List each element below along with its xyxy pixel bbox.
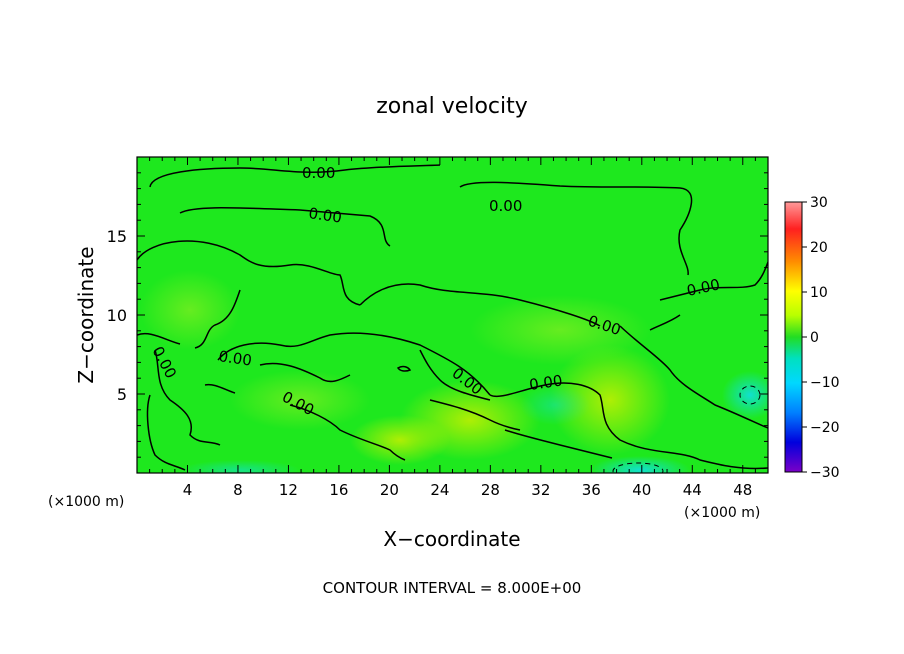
contour-line: [217, 332, 491, 396]
x-axis-ticks: 4 8 12 16 20 24 28 32 36 40 44 48: [136, 157, 769, 499]
contour-line: [396, 365, 412, 372]
colorbar-ticks: 30 20 10 0 −10 −20 −30: [802, 195, 840, 481]
x-tick-label: 40: [632, 481, 651, 499]
contour-line: [137, 240, 361, 306]
negative-contour: [739, 385, 761, 405]
field-blob: [180, 460, 300, 473]
x-unit-right: (×1000 m): [684, 505, 760, 521]
contour-line: [504, 429, 613, 459]
x-tick-label: 24: [430, 481, 449, 499]
x-tick-label: 20: [380, 481, 399, 499]
contour-line: [154, 349, 221, 446]
x-tick-label: 4: [183, 481, 193, 499]
contour-line: [194, 289, 241, 349]
y-axis-label: Z−coordinate: [74, 246, 98, 383]
x-unit-left: (×1000 m): [48, 494, 124, 510]
x-tick-label: 44: [683, 481, 702, 499]
field-blob: [350, 415, 450, 465]
contour-line: [489, 382, 768, 470]
colorbar-tick-label: 30: [810, 195, 828, 211]
contour-interval: CONTOUR INTERVAL = 8.000E+00: [323, 579, 582, 597]
contour-line: [459, 181, 693, 276]
contour-line: [359, 283, 601, 327]
contour-line: [419, 349, 491, 401]
contour-line: [289, 404, 406, 461]
contour-label: 0.00: [528, 371, 564, 393]
colorbar-tick-label: 10: [810, 285, 828, 301]
contour-label: 0.00: [217, 347, 253, 369]
colorbar-tick-label: 20: [810, 240, 828, 256]
contour-label: 0.00: [302, 164, 335, 182]
contour-label: 0.00: [489, 197, 522, 215]
field-blob: [550, 345, 670, 455]
heatmap-field: [137, 157, 768, 473]
contour-lines: [137, 164, 768, 471]
x-tick-label: 28: [481, 481, 500, 499]
negative-contour: [612, 462, 664, 473]
contour-line: [429, 399, 521, 431]
field-blob: [470, 295, 650, 365]
contour-line: [619, 325, 768, 429]
colorbar-tick-label: −20: [810, 420, 840, 436]
contour-line: [146, 394, 186, 471]
y-axis-ticks: 5 10 15: [107, 156, 768, 474]
contour-line: [659, 261, 768, 301]
chart-title: zonal velocity: [376, 94, 528, 119]
field-blob: [520, 385, 590, 425]
y-tick-label: 5: [117, 385, 127, 404]
y-tick-label: 10: [107, 306, 127, 325]
field-blob: [230, 370, 370, 430]
x-tick-label: 12: [279, 481, 298, 499]
x-tick-label: 36: [582, 481, 601, 499]
colorbar-tick-label: 0: [810, 330, 819, 346]
x-axis-label: X−coordinate: [383, 527, 520, 551]
x-tick-label: 48: [733, 481, 752, 499]
y-tick-label: 15: [107, 227, 127, 246]
contour-line: [179, 207, 391, 247]
contour-line: [149, 164, 441, 188]
contour-line: [137, 332, 181, 345]
contour-line: [204, 383, 236, 394]
field-blob: [590, 456, 690, 473]
field-blob: [722, 371, 768, 419]
contour-line: [649, 314, 681, 331]
negative-contours: [612, 385, 761, 473]
contour-line: [259, 362, 351, 383]
colorbar-tick-label: −30: [810, 465, 840, 481]
field-blob: [140, 270, 240, 350]
contour-label: 0.00: [307, 204, 343, 226]
colorbar: [784, 201, 803, 473]
colorbar-tick-label: −10: [810, 375, 840, 391]
x-tick-label: 32: [531, 481, 550, 499]
x-tick-label: 16: [329, 481, 348, 499]
x-tick-label: 8: [233, 481, 243, 499]
